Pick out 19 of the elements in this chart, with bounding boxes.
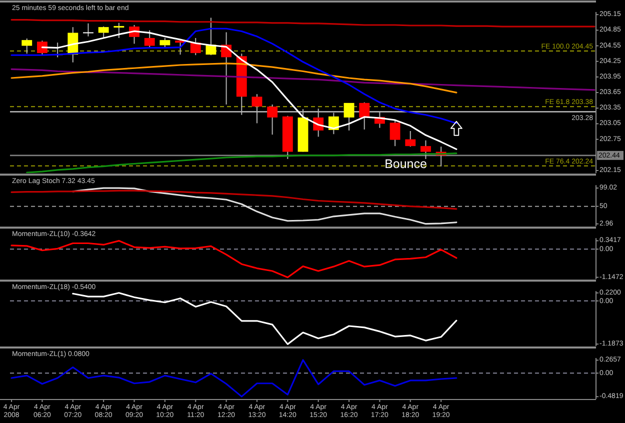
line-series <box>10 68 596 91</box>
candlestick <box>114 22 124 38</box>
candlestick <box>160 37 170 48</box>
line-series <box>10 18 596 28</box>
line-series <box>72 292 458 345</box>
candlestick <box>22 38 32 54</box>
candlestick <box>390 120 400 147</box>
line-series <box>10 359 458 398</box>
line-series <box>26 152 458 174</box>
annotation: Bounce <box>384 157 428 172</box>
line-series <box>10 62 458 94</box>
candlestick <box>83 22 94 37</box>
candlestick <box>144 30 155 48</box>
candlestick <box>405 130 416 148</box>
candlestick <box>420 140 431 160</box>
line-series <box>10 240 458 278</box>
line-series <box>10 190 458 210</box>
candlestick <box>98 26 109 38</box>
candlestick <box>37 40 48 56</box>
